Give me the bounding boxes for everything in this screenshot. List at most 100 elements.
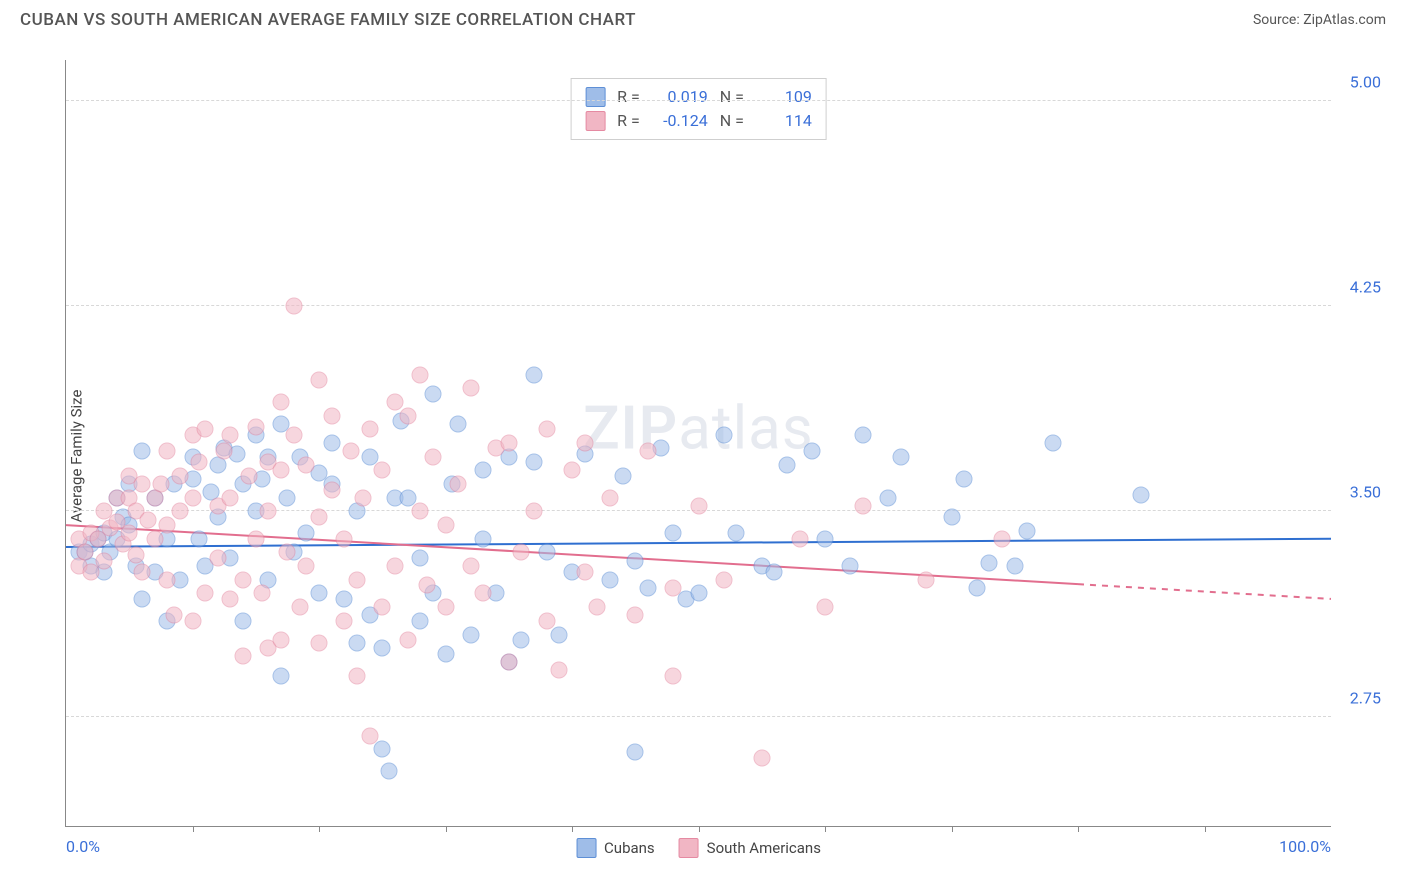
- data-point: [374, 640, 391, 657]
- data-point: [804, 443, 821, 460]
- data-point: [386, 393, 403, 410]
- data-point: [412, 612, 429, 629]
- x-tick: [572, 826, 573, 832]
- data-point: [348, 667, 365, 684]
- data-point: [133, 443, 150, 460]
- data-point: [462, 380, 479, 397]
- data-point: [235, 571, 252, 588]
- data-point: [165, 607, 182, 624]
- data-point: [753, 749, 770, 766]
- r-label: R =: [617, 109, 640, 133]
- r-label: R =: [617, 85, 640, 109]
- stats-row: R =0.019N =109: [585, 85, 812, 109]
- series-legend: CubansSouth Americans: [576, 838, 821, 858]
- data-point: [817, 530, 834, 547]
- data-point: [222, 489, 239, 506]
- chart-title: CUBAN VS SOUTH AMERICAN AVERAGE FAMILY S…: [20, 10, 636, 30]
- data-point: [184, 489, 201, 506]
- data-point: [639, 580, 656, 597]
- data-point: [538, 544, 555, 561]
- data-point: [159, 517, 176, 534]
- data-point: [190, 454, 207, 471]
- data-point: [273, 462, 290, 479]
- data-point: [1044, 435, 1061, 452]
- data-point: [386, 558, 403, 575]
- data-point: [854, 497, 871, 514]
- legend-label: South Americans: [707, 839, 821, 857]
- legend-swatch: [585, 111, 605, 131]
- data-point: [279, 489, 296, 506]
- data-point: [247, 530, 264, 547]
- data-point: [513, 631, 530, 648]
- chart-container: Average Family Size ZIPatlas R =0.019N =…: [20, 40, 1386, 872]
- x-tick-label: 100.0%: [1279, 837, 1331, 856]
- data-point: [665, 580, 682, 597]
- n-value: 109: [756, 85, 812, 109]
- data-point: [399, 631, 416, 648]
- data-point: [1006, 558, 1023, 575]
- data-point: [854, 426, 871, 443]
- data-point: [665, 525, 682, 542]
- data-point: [140, 511, 157, 528]
- data-point: [241, 467, 258, 484]
- data-point: [690, 497, 707, 514]
- data-point: [342, 443, 359, 460]
- data-point: [361, 448, 378, 465]
- data-point: [1019, 522, 1036, 539]
- data-point: [361, 727, 378, 744]
- x-tick: [825, 826, 826, 832]
- data-point: [311, 634, 328, 651]
- data-point: [121, 525, 138, 542]
- data-point: [601, 489, 618, 506]
- data-point: [374, 741, 391, 758]
- stats-legend: R =0.019N =109R =-0.124N =114: [570, 78, 827, 140]
- data-point: [412, 366, 429, 383]
- data-point: [943, 508, 960, 525]
- data-point: [399, 407, 416, 424]
- data-point: [247, 418, 264, 435]
- gridline: [66, 716, 1331, 717]
- data-point: [475, 530, 492, 547]
- data-point: [159, 571, 176, 588]
- data-point: [589, 599, 606, 616]
- data-point: [880, 489, 897, 506]
- data-point: [323, 481, 340, 498]
- data-point: [171, 467, 188, 484]
- data-point: [190, 530, 207, 547]
- x-tick: [319, 826, 320, 832]
- data-point: [551, 662, 568, 679]
- data-point: [374, 462, 391, 479]
- legend-swatch: [585, 87, 605, 107]
- data-point: [500, 653, 517, 670]
- data-point: [127, 547, 144, 564]
- x-tick-label: 0.0%: [66, 837, 100, 856]
- data-point: [152, 476, 169, 493]
- data-point: [526, 454, 543, 471]
- data-point: [380, 763, 397, 780]
- source-label: Source: ZipAtlas.com: [1253, 12, 1386, 28]
- data-point: [285, 426, 302, 443]
- data-point: [222, 426, 239, 443]
- data-point: [564, 462, 581, 479]
- data-point: [639, 443, 656, 460]
- data-point: [184, 612, 201, 629]
- data-point: [235, 648, 252, 665]
- data-point: [627, 744, 644, 761]
- data-point: [336, 612, 353, 629]
- data-point: [273, 393, 290, 410]
- stats-row: R =-0.124N =114: [585, 109, 812, 133]
- data-point: [500, 435, 517, 452]
- legend-item: South Americans: [679, 838, 821, 858]
- data-point: [311, 372, 328, 389]
- x-tick: [1205, 826, 1206, 832]
- data-point: [336, 590, 353, 607]
- x-tick: [1078, 826, 1079, 832]
- data-point: [348, 634, 365, 651]
- y-tick-label: 3.50: [1350, 483, 1381, 502]
- data-point: [462, 626, 479, 643]
- data-point: [715, 571, 732, 588]
- data-point: [956, 470, 973, 487]
- data-point: [197, 585, 214, 602]
- data-point: [665, 667, 682, 684]
- data-point: [526, 366, 543, 383]
